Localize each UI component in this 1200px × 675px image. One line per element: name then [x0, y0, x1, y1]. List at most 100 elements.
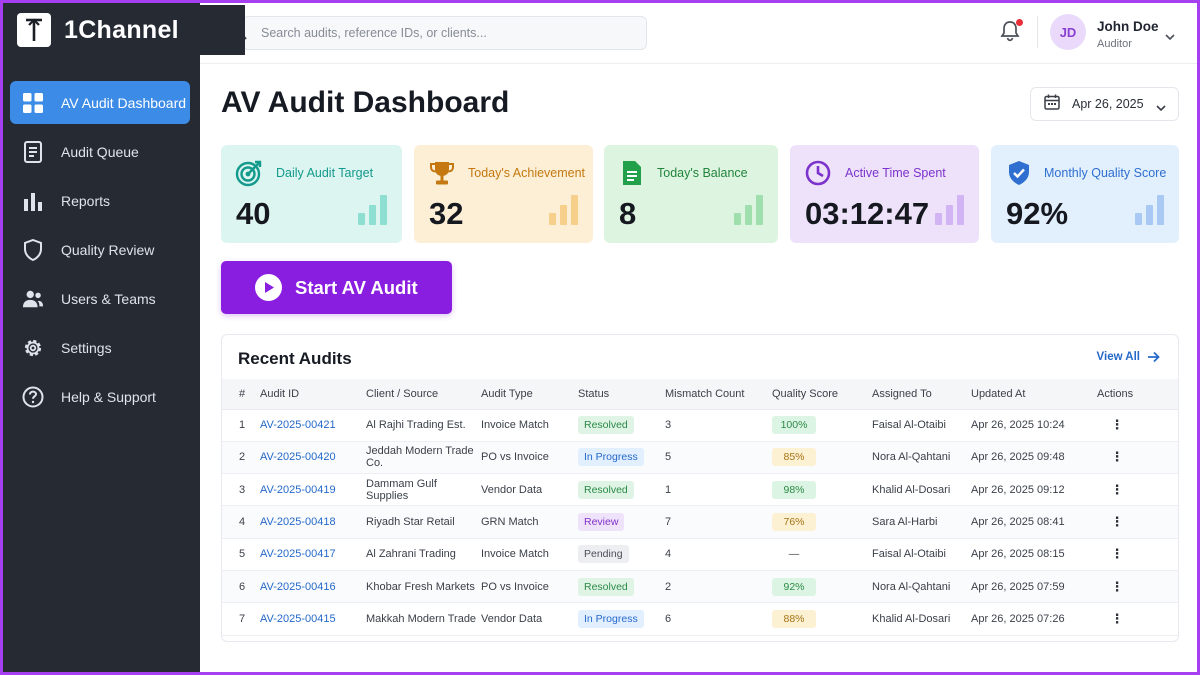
client-cell: Makkah Modern Trade: [366, 602, 481, 636]
user-role: Auditor: [1097, 38, 1132, 50]
quality-score-badge: 92%: [772, 577, 816, 596]
column-header[interactable]: Audit Type: [481, 379, 578, 410]
more-actions-icon[interactable]: ⋮: [1110, 578, 1124, 594]
trophy-icon: [428, 159, 456, 187]
play-icon: [255, 274, 282, 301]
card-daily-audit-target[interactable]: Daily Audit Target 40: [221, 145, 402, 243]
table-row[interactable]: 4 AV-2025-00418 Riyadh Star Retail GRN M…: [222, 505, 1178, 539]
view-all-link[interactable]: View All: [1097, 351, 1160, 363]
updated-cell: Apr 26, 2025 10:24: [971, 409, 1097, 442]
bar-chart-icon: [22, 190, 44, 212]
audit-id-link[interactable]: AV-2025-00421: [260, 419, 336, 432]
row-number: 6: [222, 570, 260, 604]
notification-button[interactable]: [1000, 19, 1023, 44]
sidebar-item-label: Help & Support: [61, 388, 156, 405]
sidebar-item-reports[interactable]: Reports: [10, 179, 190, 222]
sidebar-item-av-audit-dashboard[interactable]: AV Audit Dashboard: [10, 81, 190, 124]
search-input[interactable]: [261, 26, 631, 40]
row-number: 3: [222, 473, 260, 507]
audit-id-link[interactable]: AV-2025-00416: [260, 580, 336, 593]
updated-cell: Apr 26, 2025 08:15: [971, 538, 1097, 571]
users-icon: [22, 288, 44, 310]
logo-icon: [17, 13, 51, 47]
quality-score-badge: 76%: [772, 513, 816, 532]
card-title: Daily Audit Target: [276, 166, 374, 180]
column-header[interactable]: Audit ID: [260, 379, 366, 410]
quality-score-badge: 85%: [772, 448, 816, 467]
card-value: 03:12:47: [805, 196, 930, 231]
card-active-time-spent[interactable]: Active Time Spent 03:12:47: [790, 145, 979, 243]
gear-icon: [22, 337, 44, 359]
shield-check-icon: [1005, 159, 1033, 187]
assigned-cell: Nora Al-Qahtani: [872, 441, 971, 475]
shield-icon: [22, 238, 44, 261]
card-todays-balance[interactable]: Today's Balance 8: [604, 145, 778, 243]
updated-cell: Apr 26, 2025 07:59: [971, 570, 1097, 604]
column-header[interactable]: Assigned To: [872, 379, 971, 410]
column-header[interactable]: Client / Source: [366, 379, 481, 410]
sidebar-item-users-teams[interactable]: Users & Teams: [10, 277, 190, 320]
sidebar-item-audit-queue[interactable]: Audit Queue: [10, 130, 190, 173]
user-name[interactable]: John Doe: [1097, 19, 1159, 34]
audit-type-cell: GRN Match: [481, 505, 578, 539]
chevron-down-icon: [1156, 99, 1166, 117]
more-actions-icon[interactable]: ⋮: [1110, 546, 1124, 562]
mismatch-cell: 5: [665, 441, 772, 475]
clock-icon: [804, 159, 832, 187]
more-actions-icon[interactable]: ⋮: [1110, 481, 1124, 497]
card-monthly-quality-score[interactable]: Monthly Quality Score 92%: [991, 145, 1179, 243]
sidebar-item-label: Reports: [61, 192, 111, 209]
sidebar-item-settings[interactable]: Settings: [10, 326, 190, 369]
client-cell: Khobar Fresh Markets: [366, 570, 481, 604]
row-number: 4: [222, 505, 260, 539]
audit-id-link[interactable]: AV-2025-00417: [260, 548, 336, 561]
card-title: Today's Achievement: [468, 166, 586, 180]
assigned-cell: Faisal Al-Otaibi: [872, 409, 971, 442]
table-row[interactable]: 2 AV-2025-00420 Jeddah Modern Trade Co. …: [222, 441, 1178, 475]
sidebar-item-help-support[interactable]: Help & Support: [10, 375, 190, 418]
topbar: JD John Doe Auditor: [200, 0, 1200, 64]
updated-cell: Apr 26, 2025 09:48: [971, 441, 1097, 475]
table-row[interactable]: 3 AV-2025-00419 Dammam Gulf Supplies Ven…: [222, 473, 1178, 507]
column-header[interactable]: Status: [578, 379, 665, 410]
audit-id-link[interactable]: AV-2025-00415: [260, 612, 336, 625]
bar-chart-icon: [734, 195, 763, 225]
start-av-audit-button[interactable]: Start AV Audit: [221, 261, 452, 314]
chevron-down-icon[interactable]: [1165, 28, 1175, 46]
table-row[interactable]: 7 AV-2025-00415 Makkah Modern Trade Vend…: [222, 602, 1178, 636]
date-picker[interactable]: Apr 26, 2025: [1030, 87, 1179, 121]
sidebar-item-quality-review[interactable]: Quality Review: [10, 228, 190, 271]
mismatch-cell: 3: [665, 409, 772, 442]
card-value: 92%: [1006, 196, 1069, 231]
card-title: Today's Balance: [657, 166, 748, 180]
brand[interactable]: 1Channel: [3, 5, 245, 55]
more-actions-icon[interactable]: ⋮: [1110, 449, 1124, 465]
quality-score-badge: 88%: [772, 609, 816, 628]
sidebar-item-label: Quality Review: [61, 241, 155, 258]
search-box[interactable]: [233, 16, 647, 50]
column-header[interactable]: Updated At: [971, 379, 1097, 410]
audit-type-cell: Invoice Match: [481, 409, 578, 442]
column-header[interactable]: Mismatch Count: [665, 379, 772, 410]
quality-score-badge: 100%: [772, 416, 816, 435]
more-actions-icon[interactable]: ⋮: [1110, 610, 1124, 626]
more-actions-icon[interactable]: ⋮: [1110, 417, 1124, 433]
table-row[interactable]: 6 AV-2025-00416 Khobar Fresh Markets PO …: [222, 570, 1178, 604]
mismatch-cell: 4: [665, 538, 772, 571]
audit-id-link[interactable]: AV-2025-00420: [260, 451, 336, 464]
column-header[interactable]: Quality Score: [772, 379, 872, 410]
card-todays-achievement[interactable]: Today's Achievement 32: [414, 145, 593, 243]
updated-cell: Apr 26, 2025 08:41: [971, 505, 1097, 539]
sidebar-item-label: Users & Teams: [61, 290, 156, 307]
sheet-icon: [618, 159, 646, 187]
audit-id-link[interactable]: AV-2025-00419: [260, 483, 336, 496]
updated-cell: Apr 26, 2025 09:12: [971, 473, 1097, 507]
audit-id-link[interactable]: AV-2025-00418: [260, 516, 336, 529]
table-row[interactable]: 1 AV-2025-00421 Al Rajhi Trading Est. In…: [222, 409, 1178, 442]
client-cell: Dammam Gulf Supplies: [366, 473, 481, 507]
help-icon: [22, 386, 44, 408]
column-header[interactable]: #: [222, 379, 260, 410]
avatar[interactable]: JD: [1050, 14, 1086, 50]
more-actions-icon[interactable]: ⋮: [1110, 514, 1124, 530]
table-row[interactable]: 5 AV-2025-00417 Al Zahrani Trading Invoi…: [222, 538, 1178, 571]
